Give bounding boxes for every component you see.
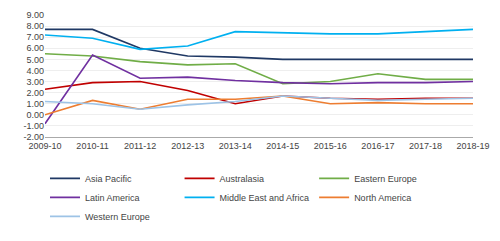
svg-text:Middle East and Africa: Middle East and Africa xyxy=(220,193,310,203)
svg-text:2018-19: 2018-19 xyxy=(456,141,489,151)
svg-text:-1.00: -1.00 xyxy=(23,121,44,131)
svg-text:2017-18: 2017-18 xyxy=(409,141,442,151)
svg-text:2015-16: 2015-16 xyxy=(314,141,347,151)
svg-text:1.00: 1.00 xyxy=(26,99,44,109)
svg-text:Western Europe: Western Europe xyxy=(85,212,150,222)
svg-text:2011-12: 2011-12 xyxy=(124,141,156,151)
svg-text:North America: North America xyxy=(354,193,411,203)
svg-text:-2.00: -2.00 xyxy=(23,132,44,142)
svg-text:2016-17: 2016-17 xyxy=(361,141,394,151)
svg-text:2009-10: 2009-10 xyxy=(28,141,61,151)
svg-text:2014-15: 2014-15 xyxy=(266,141,299,151)
svg-text:Asia Pacific: Asia Pacific xyxy=(85,174,132,184)
svg-text:2012-13: 2012-13 xyxy=(171,141,204,151)
svg-text:2013-14: 2013-14 xyxy=(219,141,252,151)
svg-text:3.00: 3.00 xyxy=(26,77,44,87)
svg-text:2010-11: 2010-11 xyxy=(76,141,108,151)
svg-text:9.00: 9.00 xyxy=(26,10,44,20)
svg-text:7.00: 7.00 xyxy=(26,32,44,42)
svg-text:4.00: 4.00 xyxy=(26,66,44,76)
svg-text:Australasia: Australasia xyxy=(220,174,265,184)
svg-text:Eastern Europe: Eastern Europe xyxy=(354,174,417,184)
svg-text:0.00: 0.00 xyxy=(26,110,44,120)
svg-text:Latin America: Latin America xyxy=(85,193,140,203)
svg-text:5.00: 5.00 xyxy=(26,55,44,65)
svg-text:6.00: 6.00 xyxy=(26,43,44,53)
svg-text:2.00: 2.00 xyxy=(26,88,44,98)
svg-text:8.00: 8.00 xyxy=(26,21,44,31)
